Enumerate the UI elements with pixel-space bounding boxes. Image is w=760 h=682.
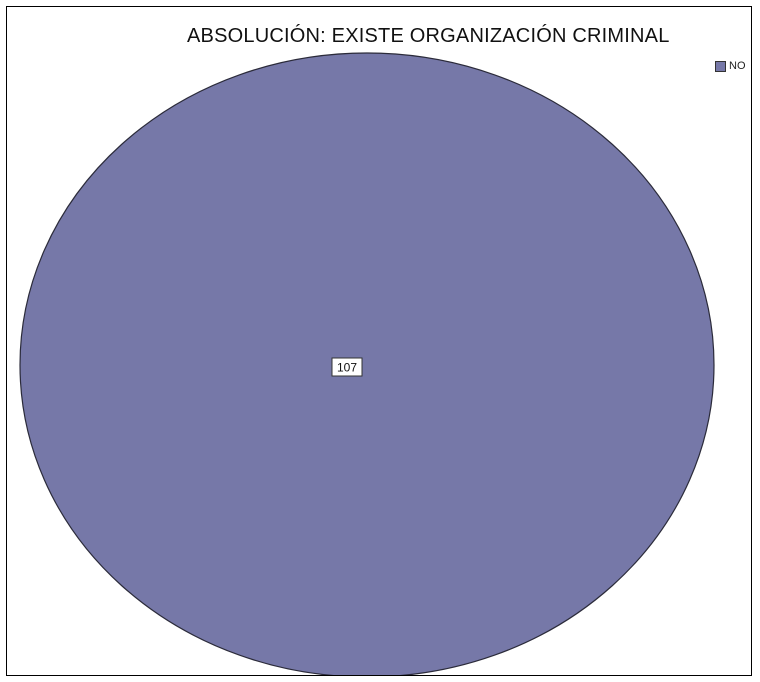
chart-frame: 107 ABSOLUCIÓN: EXISTE ORGANIZACIÓN CRIM…	[6, 6, 752, 676]
legend-swatch-no	[715, 60, 726, 72]
legend: NO	[715, 60, 746, 72]
data-label-text: 107	[337, 361, 357, 375]
legend-label-no: NO	[729, 60, 746, 72]
data-label-no: 107	[331, 357, 363, 377]
data-label-box	[331, 357, 363, 377]
pie-slice-no	[19, 52, 715, 675]
chart-title: ABSOLUCIÓN: EXISTE ORGANIZACIÓN CRIMINAL	[187, 25, 670, 47]
pie-chart: 107	[19, 52, 715, 675]
